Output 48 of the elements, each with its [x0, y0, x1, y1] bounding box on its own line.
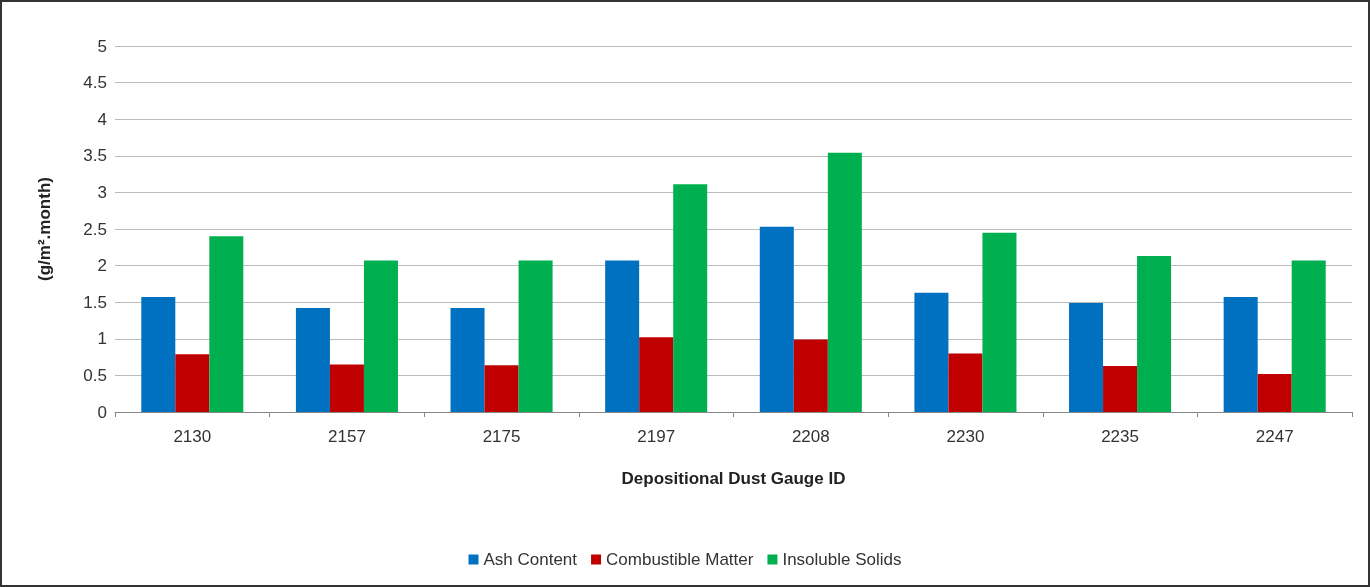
x-tick-label: 2130 — [173, 427, 212, 446]
bar — [175, 354, 210, 412]
y-tick-label: 0 — [97, 402, 107, 422]
bar — [827, 152, 862, 412]
x-tick-label: 2208 — [791, 427, 830, 446]
bar — [295, 308, 330, 412]
legend-label: Combustible Matter — [606, 550, 754, 569]
y-tick-label: 2.5 — [83, 219, 107, 239]
bar — [450, 308, 485, 412]
y-axis-title: (g/m².month) — [35, 177, 54, 281]
y-tick-label: 2 — [97, 256, 107, 276]
x-tick-label: 2235 — [1101, 427, 1139, 446]
y-tick-label: 1.5 — [83, 292, 107, 312]
x-tick-label: 2157 — [328, 427, 366, 446]
y-tick-label: 3 — [97, 182, 107, 202]
bar — [948, 353, 983, 412]
bar — [1257, 373, 1292, 412]
legend-label: Ash Content — [483, 550, 578, 569]
bar — [518, 260, 553, 412]
bar — [1103, 365, 1138, 412]
y-tick-label: 4 — [97, 109, 107, 129]
bar — [793, 339, 828, 412]
x-tick-label: 2247 — [1255, 427, 1294, 446]
bar — [1223, 297, 1258, 412]
bar — [759, 226, 794, 412]
bar — [1069, 302, 1104, 412]
bar — [363, 260, 398, 412]
bar — [673, 184, 708, 412]
x-tick-label: 2197 — [637, 427, 676, 446]
y-tick-label: 5 — [97, 36, 107, 56]
y-tick-label: 0.5 — [83, 365, 107, 385]
y-tick-label: 1 — [97, 329, 107, 349]
bar — [329, 364, 364, 412]
bar — [982, 232, 1017, 412]
x-axis-title: Depositional Dust Gauge ID — [621, 469, 846, 488]
legend-label: Insoluble Solids — [782, 550, 902, 569]
bar — [639, 337, 674, 412]
bar — [484, 365, 519, 412]
x-tick-label: 2175 — [482, 427, 521, 446]
bar — [914, 292, 949, 412]
bar — [1137, 256, 1172, 412]
y-tick-label: 4.5 — [83, 73, 107, 93]
y-tick-label: 3.5 — [83, 146, 107, 166]
bar — [1291, 260, 1326, 412]
bar — [605, 260, 640, 412]
bar — [141, 297, 176, 412]
bar — [209, 236, 244, 412]
x-tick-label: 2230 — [946, 427, 985, 446]
